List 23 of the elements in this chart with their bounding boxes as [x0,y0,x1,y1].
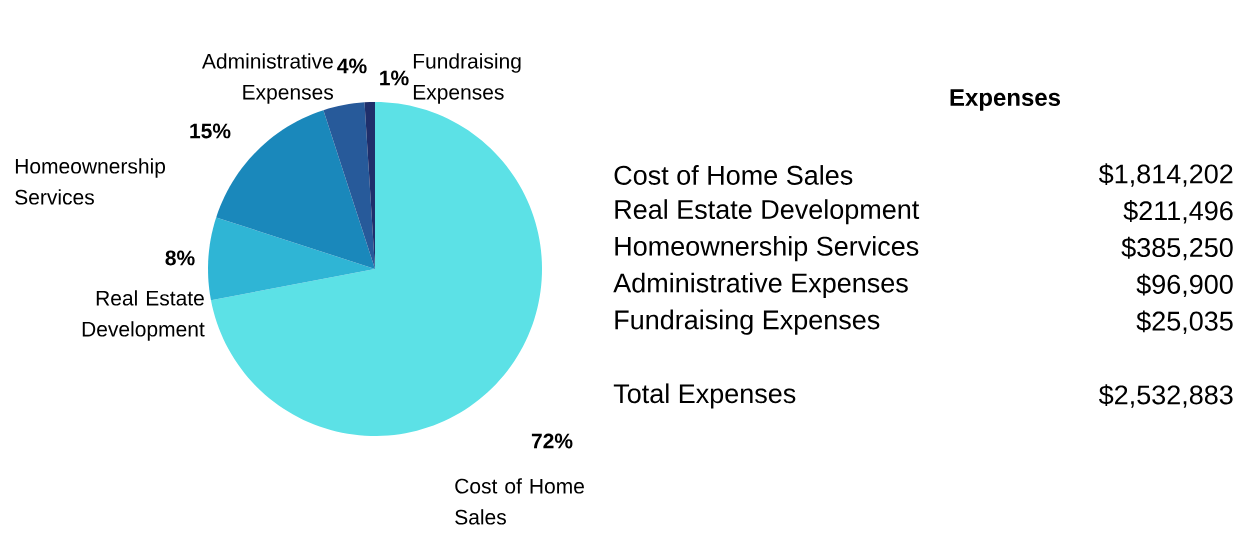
slice-label: Cost of Home Sales [455,478,584,525]
text: Total Expenses [613,383,796,409]
text: Fundraising Expenses [615,309,880,335]
text: $2,532,883 [1098,384,1233,408]
slice-label: Real Estate Development [82,290,205,341]
data-label: 8% [165,250,195,266]
text: $25,035 [1136,310,1233,334]
data-label: 15% [190,123,231,139]
text: $1,814,202 [1098,163,1233,187]
text: $385,250 [1121,236,1233,261]
slice-label: Administrative Expenses [201,53,334,104]
slice-label: Fundraising Expenses [413,53,521,104]
data-label: 72% [531,433,573,449]
text: $211,496 [1123,200,1233,224]
text: Homeownership Services [615,236,919,262]
text: Administrative Expenses [613,272,908,298]
text: Expenses [950,89,1061,111]
data-label: 4% [337,58,367,74]
text: Real Estate Development [615,199,920,225]
slice-label: Homeownership Services [15,158,166,205]
text: $96,900 [1136,273,1233,298]
data-label: 1% [380,70,409,86]
text: Cost of Home Sales [614,165,853,185]
